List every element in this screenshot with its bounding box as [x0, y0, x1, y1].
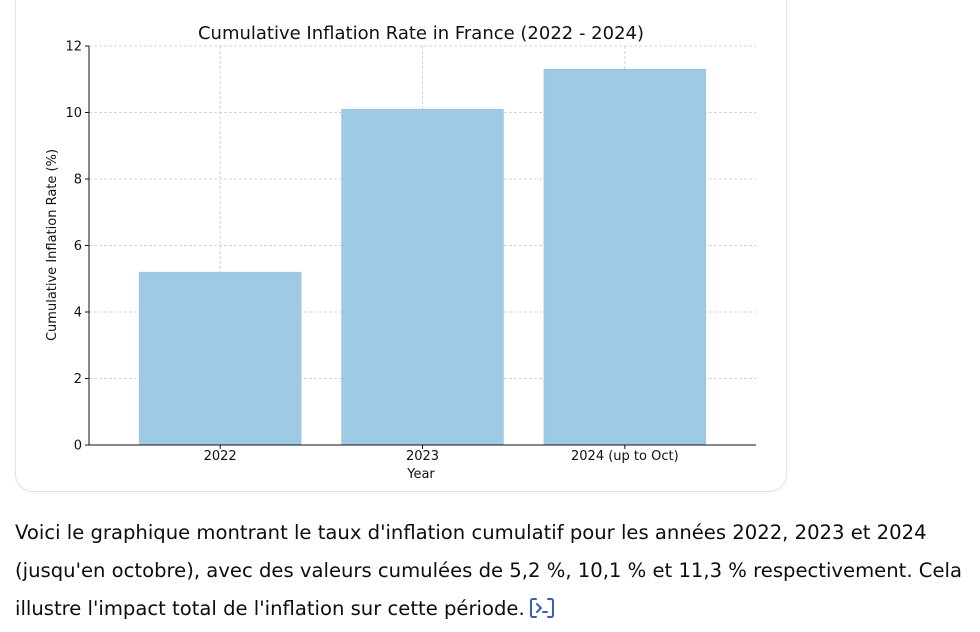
bar	[543, 69, 707, 446]
y-tick-label: 0	[74, 439, 82, 454]
bar	[341, 108, 504, 446]
x-tick-label: 2023	[406, 449, 439, 464]
x-tick-label: 2024 (up to Oct)	[571, 449, 679, 464]
x-axis-label: Year	[406, 467, 435, 482]
y-tick-label: 6	[74, 239, 82, 254]
code-analysis-icon[interactable]	[529, 594, 555, 618]
bar	[138, 271, 302, 446]
assistant-message: Voici le graphique montrant le taux d'in…	[15, 514, 980, 628]
y-tick-label: 12	[65, 40, 82, 55]
bars	[138, 69, 707, 446]
y-tick-label: 10	[65, 106, 82, 121]
y-tick-label: 4	[74, 306, 82, 321]
x-tick-label: 2022	[204, 449, 237, 464]
message-text: Voici le graphique montrant le taux d'in…	[15, 521, 962, 620]
y-tick-label: 2	[74, 372, 82, 387]
y-tick-label: 8	[74, 173, 82, 188]
chart-title: Cumulative Inflation Rate in France (202…	[198, 23, 644, 44]
chart: 0 2 4 6 8 10 12 2022 2023 2024 (up to Oct) Cumul…	[45, 23, 756, 482]
y-axis-label: Cumulative Inflation Rate (%)	[45, 149, 60, 341]
x-ticks: 2022 2023 2024 (up to Oct)	[204, 445, 679, 464]
y-ticks: 0 2 4 6 8 10 12	[65, 40, 89, 454]
